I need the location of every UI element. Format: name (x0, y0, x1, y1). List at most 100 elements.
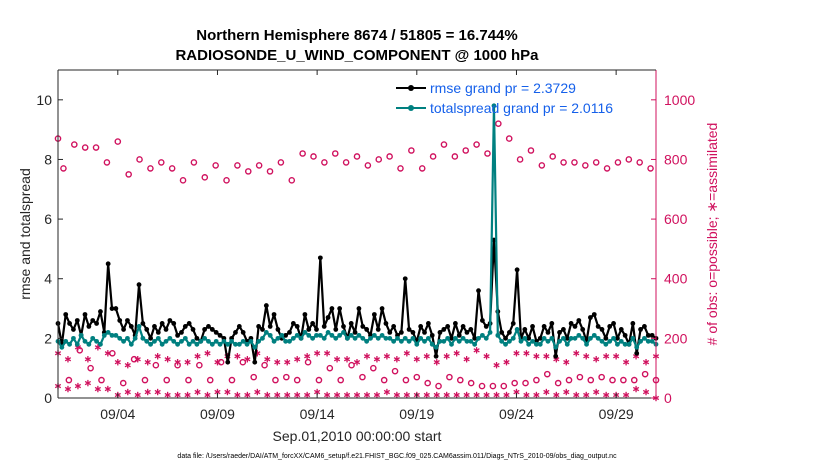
rmse-point (402, 276, 408, 282)
assimilated-star-stroke (622, 392, 630, 398)
assimilated-obs-marker (323, 350, 331, 357)
assimilated-star-stroke (553, 392, 560, 398)
totalspread-point (356, 332, 362, 338)
rmse-point (159, 321, 165, 326)
rmse-point (479, 318, 485, 323)
assimilated-obs-marker (443, 391, 450, 399)
assimilated-obs-marker (184, 391, 191, 399)
possible-obs-marker (543, 370, 551, 378)
possible-obs-marker (152, 361, 160, 369)
possible-obs-marker (440, 141, 448, 148)
totalspread-point (553, 344, 559, 350)
assimilated-star-stroke (593, 389, 600, 395)
assimilated-obs-marker (74, 382, 82, 390)
assimilated-star-stroke (613, 354, 620, 359)
totalspread-point (167, 335, 173, 341)
assimilated-star-stroke (583, 354, 590, 359)
rmse-point (63, 312, 69, 317)
rmse-point (290, 321, 296, 326)
assimilated-obs-marker (513, 350, 520, 357)
possible-obs-marker (620, 376, 627, 384)
totalspread-point (414, 341, 420, 347)
assimilated-star-stroke (114, 360, 121, 365)
totalspread-point (418, 335, 424, 341)
assimilated-obs-marker (363, 353, 371, 360)
rmse-point (476, 288, 481, 294)
totalspread-point (279, 332, 285, 338)
assimilated-star-stroke (443, 392, 450, 398)
totalspread-point (71, 335, 76, 341)
assimilated-obs-marker (453, 391, 460, 399)
rmse-point (136, 282, 142, 288)
totalspread-point (317, 332, 323, 338)
totalspread-point (194, 341, 200, 347)
totalspread-point (479, 332, 485, 338)
rmse-point (125, 318, 130, 323)
rmse-point (321, 324, 327, 329)
assimilated-star-stroke (603, 354, 610, 359)
rmse-point (155, 330, 161, 335)
assimilated-star-stroke (463, 392, 470, 398)
totalspread-point (152, 338, 157, 344)
totalspread-point (337, 332, 343, 338)
rmse-point (225, 359, 231, 365)
rmse-point (398, 330, 404, 335)
assimilated-star-stroke (563, 360, 570, 365)
totalspread-point (406, 338, 412, 344)
rmse-point (580, 327, 586, 332)
possible-obs-marker (71, 141, 78, 148)
possible-obs-marker (277, 159, 285, 166)
possible-obs-marker (549, 153, 557, 160)
possible-obs-marker (109, 349, 116, 357)
totalspread-point (584, 341, 589, 347)
chart-title-line1: Northern Hemisphere 8674 / 51805 = 16.74… (196, 27, 517, 44)
x-tick-label: 09/19 (399, 406, 434, 422)
possible-obs-marker (223, 177, 230, 184)
rmse-point (371, 312, 377, 317)
assimilated-obs-marker (483, 391, 490, 399)
possible-obs-marker (429, 153, 437, 160)
possible-obs-marker (516, 156, 524, 163)
totalspread-point (464, 338, 470, 344)
rmse-point (557, 330, 562, 335)
legend-rmse-marker (408, 85, 414, 91)
totalspread-point (591, 332, 597, 338)
assimilated-star-stroke (124, 389, 131, 395)
totalspread-point (348, 332, 354, 338)
assimilated-obs-marker (373, 356, 381, 363)
totalspread-point (561, 335, 566, 341)
assimilated-star-stroke (174, 392, 181, 398)
rmse-point (418, 324, 424, 329)
possible-obs-marker (576, 373, 584, 381)
totalspread-point (395, 335, 400, 341)
possible-obs-marker (418, 165, 426, 172)
assimilated-star-stroke (373, 357, 381, 362)
rmse-point (94, 321, 99, 326)
rmse-point (67, 321, 72, 326)
rmse-point (202, 327, 208, 332)
assimilated-star-stroke (104, 386, 111, 392)
obs-count-layer (54, 120, 660, 402)
possible-obs-marker (353, 153, 361, 160)
totalspread-point (518, 338, 524, 344)
totalspread-point (391, 338, 397, 344)
rmse-point (645, 332, 651, 338)
assimilated-obs-marker (343, 391, 351, 399)
assimilated-obs-marker (174, 391, 181, 399)
rmse-point (468, 327, 474, 332)
assimilated-star-stroke (274, 360, 281, 365)
totalspread-point (109, 332, 115, 338)
totalspread-point (630, 335, 636, 341)
totalspread-point (383, 335, 389, 341)
totalspread-point (128, 341, 134, 347)
assimilated-star-stroke (144, 389, 151, 395)
totalspread-point (638, 338, 643, 344)
totalspread-point (433, 344, 439, 350)
assimilated-obs-marker (603, 391, 610, 399)
totalspread-point (603, 341, 609, 347)
totalspread-point (263, 330, 269, 335)
y-tick-right-label: 1000 (664, 92, 695, 108)
totalspread-point (545, 338, 551, 344)
assimilated-obs-marker (433, 359, 440, 366)
totalspread-point (618, 338, 624, 344)
